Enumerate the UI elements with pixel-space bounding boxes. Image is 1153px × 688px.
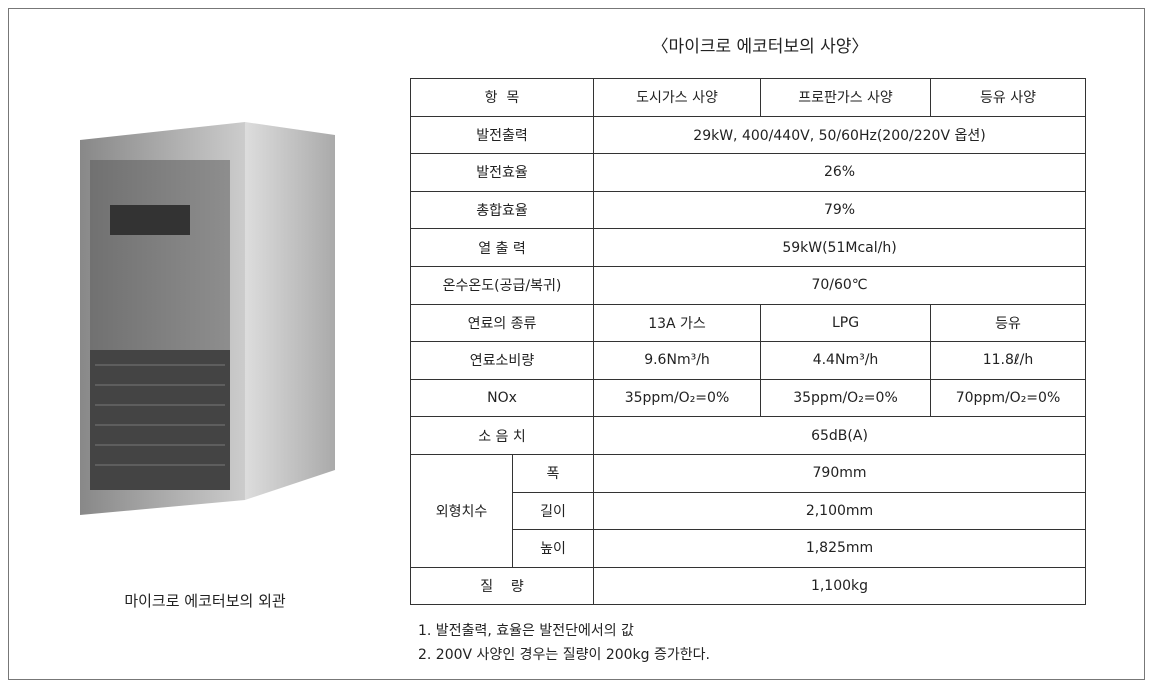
note: 1. 발전출력, 효율은 발전단에서의 값 [418,623,634,639]
header-cell: 항 목 [410,78,594,117]
header-cell: 도시가스 사양 [593,78,761,117]
cell: 1,825mm [593,529,1086,568]
row-label: 총합효율 [410,190,594,230]
row-label: 연료의 종류 [410,303,594,343]
cell: 2,100mm [593,491,1086,531]
header-cell: 프로판가스 사양 [760,78,931,117]
sub-label: 길이 [512,491,594,531]
cell: 70ppm/O₂=0% [930,378,1086,418]
cell: 4.4Nm³/h [760,341,931,380]
row-label: 질 량 [410,566,594,606]
cell: 65dB(A) [593,416,1086,455]
cell: 26% [593,153,1086,192]
row-label: 발전효율 [410,153,594,192]
frame [8,8,1145,680]
cell: 70/60℃ [593,265,1086,305]
cell: 13A 가스 [593,303,761,343]
image-caption: 마이크로 에코터보의 외관 [124,592,286,610]
cell: LPG [760,303,931,343]
product-photo [80,122,335,515]
cell: 등유 [930,303,1086,343]
sub-label: 폭 [512,453,594,493]
spec-table: 항 목 도시가스 사양 프로판가스 사양 등유 사양 발전출력 29kW, 400… [410,78,1086,606]
note: 2. 200V 사양인 경우는 질량이 200kg 증가한다. [418,647,710,663]
table-title: 〈마이크로 에코터보의 사양〉 [651,37,869,57]
cell: 35ppm/O₂=0% [760,378,931,418]
row-label: 발전출력 [410,115,594,155]
cell: 9.6Nm³/h [593,341,761,380]
row-label: 외형치수 [410,453,513,568]
cell: 790mm [593,453,1086,493]
row-label: 열 출 력 [410,228,594,267]
cell: 79% [593,190,1086,230]
row-label: NOx [410,378,594,418]
cell: 29kW, 400/440V, 50/60Hz(200/220V 옵션) [593,115,1086,155]
header-cell: 등유 사양 [930,78,1086,117]
cell: 11.8ℓ/h [930,341,1086,380]
cell: 35ppm/O₂=0% [593,378,761,418]
row-label: 온수온도(공급/복귀) [410,265,594,305]
sub-label: 높이 [512,529,594,568]
row-label: 소 음 치 [410,416,594,455]
row-label: 연료소비량 [410,341,594,380]
header-row: 항 목 도시가스 사양 프로판가스 사양 등유 사양 [410,78,1086,117]
cell: 1,100kg [593,566,1086,606]
cell: 59kW(51Mcal/h) [593,228,1086,267]
